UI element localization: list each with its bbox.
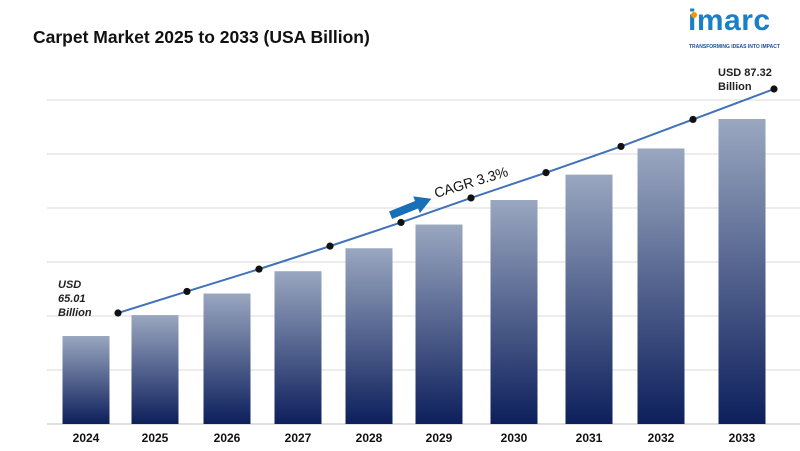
start-value-annotation: USD 65.01 Billion xyxy=(58,278,92,320)
x-label-2029: 2029 xyxy=(426,431,453,445)
logo-tagline: TRANSFORMING IDEAS INTO IMPACT xyxy=(689,44,780,50)
trend-polyline xyxy=(117,88,775,314)
chart-title: Carpet Market 2025 to 2033 (USA Billion) xyxy=(33,27,370,47)
end-value-line1: USD 87.32 xyxy=(718,67,772,79)
x-label-2030: 2030 xyxy=(501,431,528,445)
cagr-arrow-shape xyxy=(389,196,432,219)
logo-wordmark: imarc xyxy=(688,4,771,37)
x-label-2024: 2024 xyxy=(73,431,100,445)
x-label-2025: 2025 xyxy=(142,431,169,445)
start-value-line2: 65.01 xyxy=(58,293,86,305)
end-value-line2: Billion xyxy=(718,81,752,93)
bar-2026 xyxy=(203,293,251,424)
x-label-2032: 2032 xyxy=(648,431,675,445)
imarc-logo: imarc TRANSFORMING IDEAS INTO IMPACT xyxy=(688,4,788,52)
x-label-2028: 2028 xyxy=(356,431,383,445)
bar-series xyxy=(62,119,766,424)
start-value-line1: USD xyxy=(58,279,82,291)
point-2027 xyxy=(326,242,334,250)
bar-2027 xyxy=(274,271,322,424)
logo-dot-icon xyxy=(691,12,697,18)
x-label-2033: 2033 xyxy=(729,431,756,445)
point-2029 xyxy=(467,194,475,202)
bar-2032 xyxy=(637,148,685,424)
x-axis-labels: 2024 2025 2026 2027 2028 2029 2030 2031 2032 2033 xyxy=(73,431,756,445)
point-2025 xyxy=(183,287,191,296)
cagr-arrow xyxy=(389,196,432,219)
point-2026 xyxy=(255,265,263,273)
bar-2024 xyxy=(62,336,110,424)
bar-2025 xyxy=(131,315,179,424)
trend-line xyxy=(114,85,778,317)
point-2032 xyxy=(689,115,697,124)
bar-2031 xyxy=(565,174,613,424)
start-value-line3: Billion xyxy=(58,307,92,319)
point-2033 xyxy=(770,85,778,93)
bar-2033 xyxy=(718,119,766,424)
point-2030 xyxy=(542,169,550,177)
x-label-2031: 2031 xyxy=(576,431,603,445)
bar-2029 xyxy=(415,224,463,424)
point-2028 xyxy=(397,218,405,227)
bar-2030 xyxy=(490,200,538,424)
x-label-2027: 2027 xyxy=(285,431,312,445)
point-2024 xyxy=(114,309,122,317)
bar-2028 xyxy=(345,248,393,424)
end-value-annotation: USD 87.32 Billion xyxy=(718,66,772,94)
x-label-2026: 2026 xyxy=(214,431,241,445)
point-2031 xyxy=(617,142,625,151)
